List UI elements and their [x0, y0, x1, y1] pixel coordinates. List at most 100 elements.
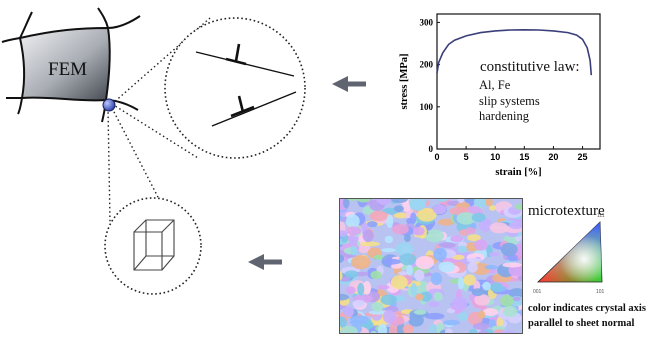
stress-strain-chart: 0 5 10 15 20 25 0 100 200 300 strain [%] stress [MP… — [399, 13, 601, 178]
grain — [430, 272, 443, 286]
grain — [512, 296, 521, 302]
grain — [376, 285, 390, 290]
grain — [377, 323, 388, 333]
grain — [433, 291, 443, 302]
pole-101-label: 101 — [596, 289, 605, 295]
grain — [392, 224, 409, 235]
grain — [395, 242, 414, 256]
x-tick-label: 5 — [464, 152, 469, 162]
x-tick-label: 20 — [548, 152, 558, 162]
grain — [433, 247, 447, 261]
grain — [362, 281, 372, 295]
grain — [390, 199, 409, 204]
grain — [348, 238, 358, 246]
chart-axes: 0 5 10 15 20 25 0 100 200 300 strain [%] stress [MP… — [399, 13, 601, 178]
unit-cell-zoom-circle — [104, 197, 202, 295]
grain — [350, 245, 358, 256]
y-tick-label: 200 — [420, 60, 434, 70]
grain — [399, 253, 417, 266]
grain — [496, 316, 504, 328]
grain — [477, 310, 486, 319]
grain — [467, 258, 482, 263]
grain — [397, 271, 409, 276]
grain — [386, 215, 394, 228]
y-axis-label: stress [MPa] — [399, 53, 410, 109]
x-tick-label: 0 — [434, 152, 439, 162]
grain — [347, 199, 359, 201]
grain — [465, 227, 476, 234]
chart-series — [436, 28, 593, 76]
color-note-line1: color indicates crystal axis — [528, 303, 646, 314]
grain — [381, 248, 396, 253]
grain — [489, 252, 500, 257]
grain — [474, 294, 491, 306]
grain — [346, 226, 362, 236]
grain — [438, 218, 455, 226]
stress-strain-curve — [436, 28, 593, 76]
y-tick-label: 300 — [420, 17, 434, 27]
pole-111-label: 111 — [597, 213, 605, 219]
grain — [471, 288, 484, 297]
grain — [340, 276, 351, 282]
grain — [413, 309, 427, 315]
grain — [344, 270, 359, 278]
grain — [450, 235, 464, 243]
grain — [370, 270, 382, 280]
y-tick-label: 100 — [420, 102, 434, 112]
grain — [340, 230, 348, 237]
hardening-label: hardening — [479, 109, 529, 123]
dislocation-zoom-circle — [164, 17, 306, 159]
x-tick-label: 10 — [490, 152, 500, 162]
grain — [436, 199, 449, 203]
grain — [415, 256, 435, 270]
grain — [386, 254, 393, 268]
grain — [456, 212, 476, 225]
grain — [428, 301, 440, 308]
arrow-left-icon — [332, 76, 366, 92]
grain — [376, 199, 391, 205]
grain — [424, 312, 445, 320]
grain — [362, 229, 374, 243]
grain — [340, 215, 344, 221]
pole-001-label: 001 — [533, 289, 542, 295]
grain — [340, 270, 343, 281]
grain — [508, 221, 522, 230]
grain — [343, 199, 350, 209]
grain — [478, 218, 493, 232]
cube-icon — [133, 219, 175, 271]
fem-label: FEM — [48, 59, 88, 80]
grain — [432, 204, 447, 215]
grain — [439, 242, 456, 249]
grain — [499, 330, 517, 333]
grain — [514, 203, 522, 211]
grain — [425, 229, 445, 243]
x-tick-label: 15 — [519, 152, 529, 162]
grain — [457, 276, 464, 290]
grain — [472, 322, 490, 330]
grain — [340, 254, 345, 263]
grain — [406, 264, 413, 276]
grain — [368, 310, 386, 315]
grain — [349, 320, 367, 325]
materials-label: Al, Fe — [479, 78, 511, 92]
grain — [388, 324, 398, 333]
grain — [485, 199, 493, 207]
grain — [415, 293, 424, 301]
grain — [413, 226, 425, 236]
grain — [401, 202, 411, 212]
y-tick-label: 0 — [429, 144, 434, 154]
grain — [508, 288, 522, 299]
color-note-line2: parallel to sheet normal — [528, 318, 635, 329]
grain — [369, 210, 389, 222]
grain — [467, 261, 478, 273]
grain — [488, 319, 496, 329]
grain — [457, 245, 468, 253]
grain — [402, 324, 414, 333]
grain — [502, 262, 522, 268]
grain — [489, 222, 509, 234]
grain — [444, 328, 453, 333]
grain — [474, 239, 488, 251]
grain — [414, 269, 425, 282]
